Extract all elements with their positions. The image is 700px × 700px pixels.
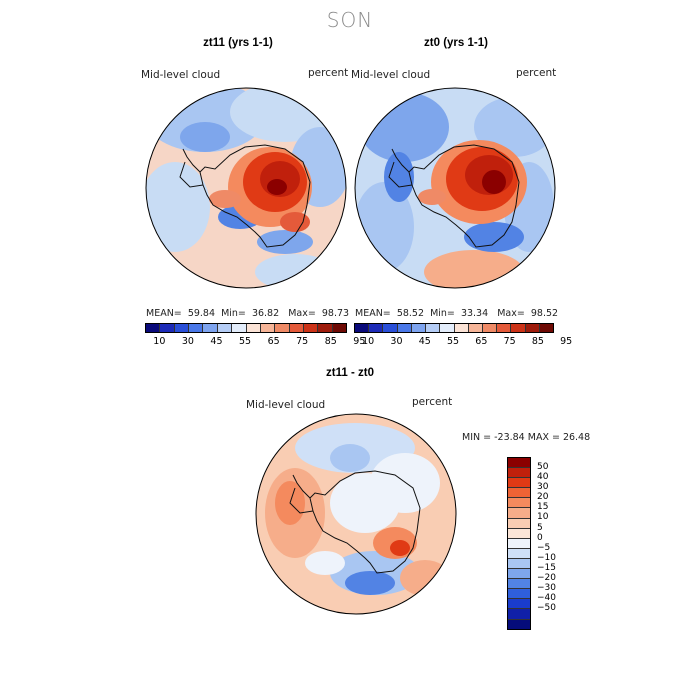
colorbar-zt11: [145, 323, 347, 333]
colorbar-tick-label: 5: [537, 522, 543, 533]
colorbar-swatch: [539, 324, 554, 332]
colorbar-swatch: [508, 548, 530, 559]
colorbar-tick-label: 0: [537, 532, 543, 543]
colorbar-tick-label: 30: [390, 336, 403, 347]
colorbar-swatch: [426, 324, 441, 332]
variable-label: Mid-level cloud: [141, 69, 221, 81]
variable-label: Mid-level cloud: [351, 69, 431, 81]
colorbar-swatch: [508, 609, 530, 620]
colorbar-swatch: [369, 324, 384, 332]
colorbar-swatch: [232, 324, 247, 332]
colorbar-tick-label: 85: [324, 336, 337, 347]
colorbar-swatch: [318, 324, 333, 332]
colorbar-swatch: [260, 324, 276, 332]
units-label: percent: [412, 396, 453, 408]
stats-zt11: MEAN= 59.84 Min= 36.82 Max= 98.73: [146, 308, 350, 319]
colorbar-swatch: [508, 569, 530, 580]
colorbar-swatch: [508, 498, 530, 509]
colorbar-tick-label: 45: [418, 336, 431, 347]
polar-map-zt11: [145, 87, 347, 289]
colorbar-swatch: [508, 488, 530, 499]
minmax-diff: MIN = -23.84 MAX = 26.48: [462, 432, 591, 443]
colorbar-tick-label: −50: [537, 603, 556, 614]
colorbar-ticks-zt0: 10 30 45 55 65 75 85 95: [354, 336, 572, 350]
colorbar-swatch: [508, 478, 530, 489]
colorbar-swatch: [440, 324, 455, 332]
units-label: percent: [516, 67, 557, 79]
panel-title-zt0: zt0 (yrs 1-1): [424, 37, 488, 49]
colorbar-swatch: [189, 324, 204, 332]
colorbar-tick-label: −15: [537, 562, 556, 573]
colorbar-swatch: [411, 324, 427, 332]
colorbar-swatch: [174, 324, 190, 332]
colorbar-swatch: [275, 324, 290, 332]
colorbar-tick-label: 75: [296, 336, 309, 347]
polar-map-diff: [255, 413, 457, 615]
colorbar-tick-label: 45: [210, 336, 223, 347]
colorbar-tick-label: 30: [181, 336, 194, 347]
polar-map-zt0: [354, 87, 556, 289]
stats-zt0: MEAN= 58.52 Min= 33.34 Max= 98.52: [355, 308, 559, 319]
colorbar-swatch: [146, 324, 161, 332]
colorbar-swatch: [508, 579, 530, 590]
colorbar-diff: [507, 457, 531, 630]
colorbar-swatch: [508, 558, 530, 570]
colorbar-tick-label: 55: [447, 336, 460, 347]
colorbar-swatch: [203, 324, 218, 332]
colorbar-swatch: [508, 468, 530, 479]
colorbar-zt0: [354, 323, 554, 333]
colorbar-ticks-diff: 50 40 30 20 15 10 5 0 −5 −10 −15 −20 −30 −40 −50: [537, 462, 556, 613]
colorbar-swatch: [468, 324, 483, 332]
colorbar-swatch: [246, 324, 261, 332]
colorbar-swatch: [508, 518, 530, 529]
colorbar-swatch: [355, 324, 370, 332]
colorbar-swatch: [303, 324, 319, 332]
colorbar-swatch: [508, 619, 530, 629]
colorbar-swatch: [525, 324, 540, 332]
colorbar-tick-label: 30: [537, 482, 549, 493]
colorbar-swatch: [508, 538, 530, 549]
colorbar-tick-label: 10: [153, 336, 166, 347]
colorbar-swatch: [508, 599, 530, 610]
colorbar-swatch: [160, 324, 175, 332]
colorbar-swatch: [511, 324, 526, 332]
colorbar-swatch: [289, 324, 304, 332]
colorbar-tick-label: 65: [475, 336, 488, 347]
colorbar-tick-label: −20: [537, 573, 556, 584]
panel-title-diff: zt11 - zt0: [326, 367, 374, 379]
colorbar-tick-label: 95: [560, 336, 573, 347]
colorbar-swatch: [508, 589, 530, 600]
colorbar-tick-label: 15: [537, 502, 549, 513]
colorbar-swatch: [482, 324, 498, 332]
colorbar-swatch: [454, 324, 469, 332]
colorbar-tick-label: −30: [537, 583, 556, 594]
colorbar-tick-label: 85: [531, 336, 544, 347]
season-title: SON: [326, 8, 374, 32]
colorbar-swatch: [508, 528, 530, 539]
colorbar-tick-label: 55: [239, 336, 252, 347]
colorbar-tick-label: −5: [537, 542, 551, 553]
colorbar-swatch: [397, 324, 412, 332]
colorbar-tick-label: −10: [537, 552, 556, 563]
colorbar-tick-label: 10: [362, 336, 375, 347]
colorbar-tick-label: 50: [537, 462, 549, 472]
colorbar-tick-label: 40: [537, 472, 549, 483]
colorbar-swatch: [508, 458, 530, 469]
colorbar-tick-label: 10: [537, 512, 549, 523]
units-label: percent: [308, 67, 349, 79]
colorbar-swatch: [383, 324, 398, 332]
colorbar-swatch: [332, 324, 347, 332]
colorbar-tick-label: 65: [267, 336, 280, 347]
colorbar-swatch: [217, 324, 233, 332]
panel-title-zt11: zt11 (yrs 1-1): [203, 37, 273, 49]
colorbar-ticks-zt11: 10 30 45 55 65 75 85 95: [145, 336, 365, 350]
colorbar-tick-label: 95: [353, 336, 366, 347]
colorbar-tick-label: 20: [537, 492, 549, 503]
colorbar-tick-label: −40: [537, 593, 556, 604]
colorbar-tick-label: 75: [503, 336, 516, 347]
colorbar-swatch: [497, 324, 512, 332]
variable-label: Mid-level cloud: [246, 399, 326, 411]
colorbar-swatch: [508, 508, 530, 519]
